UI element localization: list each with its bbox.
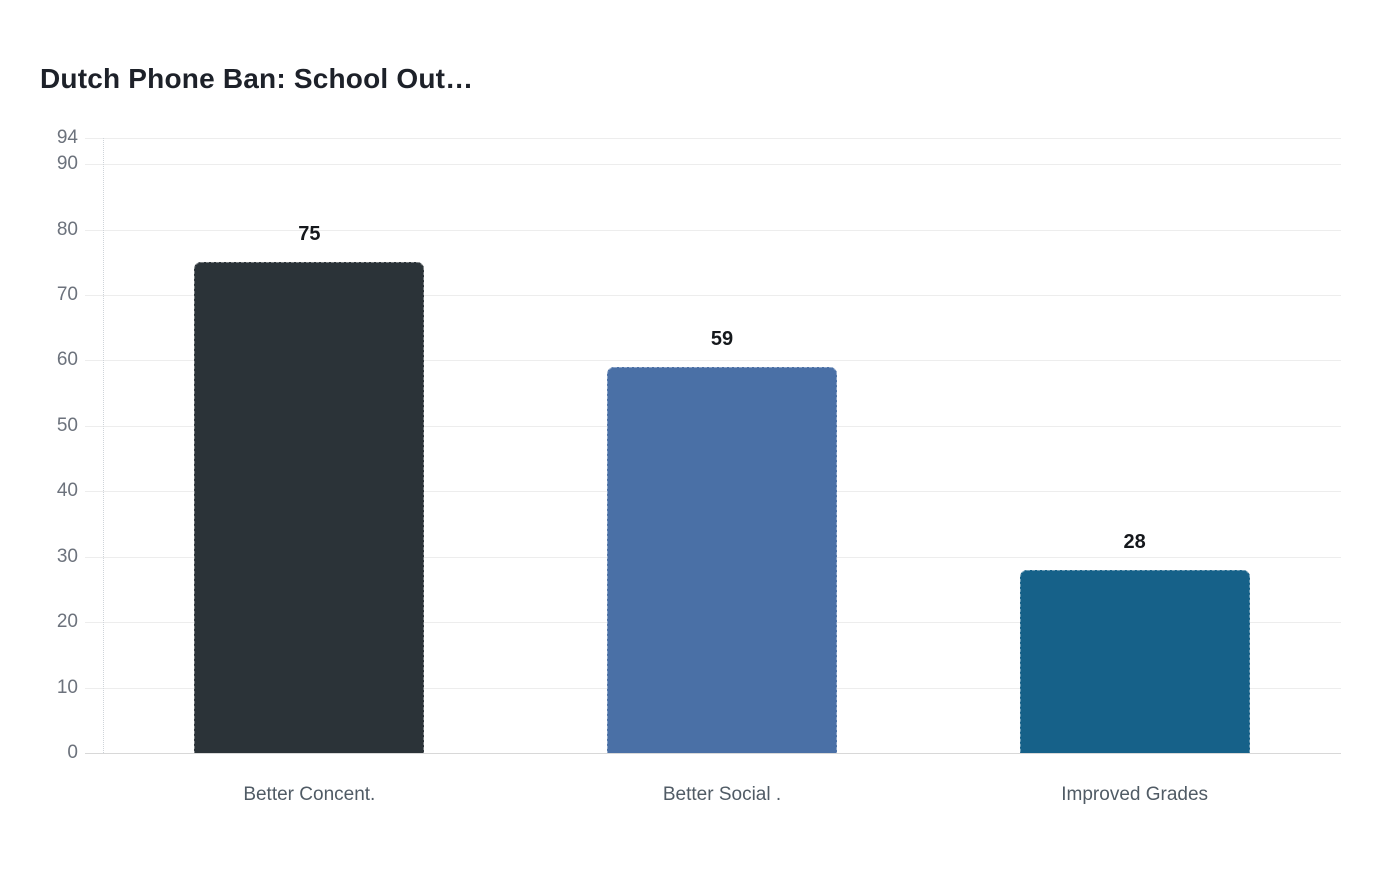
y-axis-tick-label: 80 [56, 218, 78, 240]
bar-3 [1019, 569, 1250, 753]
y-axis-tick-label: 90 [56, 153, 78, 175]
y-axis-tick-label: 0 [67, 742, 78, 763]
x-axis-category-label: Better Concent. [243, 784, 376, 805]
x-axis-category-label: Improved Grades [1061, 784, 1209, 805]
bar-2 [607, 366, 837, 753]
y-axis-tick-label: 70 [56, 284, 78, 306]
chart-title: Dutch Phone Ban: School Out… [40, 63, 474, 94]
x-axis-category-label: Better Social . [662, 784, 782, 805]
y-gridline [85, 360, 1341, 362]
y-axis-tick-label: 40 [56, 480, 78, 502]
y-gridline [85, 753, 1341, 754]
y-axis-tick-label: 10 [56, 676, 78, 698]
bar-1 [194, 262, 425, 753]
y-gridline [85, 164, 1341, 166]
y-axis-line [103, 138, 104, 753]
bar-value-label: 59 [710, 327, 734, 350]
y-gridline [85, 295, 1341, 297]
y-axis-tick-label: 20 [56, 611, 78, 633]
y-axis-tick-label: 94 [56, 127, 78, 148]
y-axis-tick-label: 60 [56, 349, 78, 371]
y-axis-tick-label: 30 [56, 545, 78, 567]
y-gridline [85, 138, 1341, 139]
y-gridline [85, 229, 1341, 231]
y-axis-tick-label: 50 [56, 414, 78, 436]
bar-value-label: 28 [1123, 530, 1146, 553]
bar-value-label: 75 [298, 223, 321, 246]
